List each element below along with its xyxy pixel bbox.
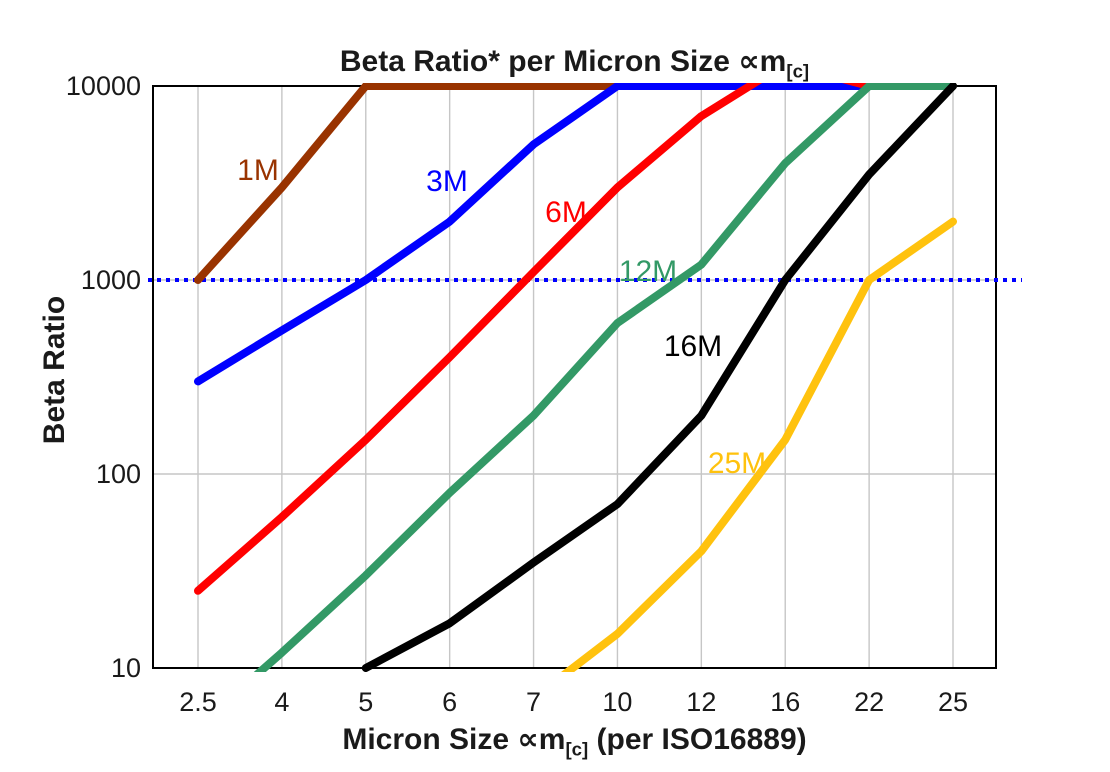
x-axis-title: Micron Size ∝m[c] (per ISO16889) [153,722,996,761]
x-tick-label-5: 5 [358,687,373,717]
x-tick-label-22: 22 [854,687,884,717]
series-line-1M [194,83,622,284]
x-tick-label-10: 10 [602,687,632,717]
x-tick-label-4: 4 [274,687,289,717]
x-axis-title-symbol: ∝m [517,723,566,756]
chart-title: Beta Ratio* per Micron Size ∝m[c] [153,44,996,83]
y-axis-title-text: Beta Ratio [38,295,71,445]
y-tick-label-10: 10 [111,653,141,683]
chart-title-main: Beta Ratio* per Micron Size [339,45,739,78]
series-label-6M: 6M [545,196,587,229]
x-tick-label-7: 7 [526,687,541,717]
x-axis-title-pre: Micron Size [342,723,518,756]
x-tick-label-12: 12 [686,687,716,717]
series-label-3M: 3M [426,165,468,198]
series-line-6M [194,83,957,595]
series-line-25M [561,217,957,672]
x-axis-title-subscript: [c] [565,738,589,760]
series-label-12M: 12M [619,255,677,288]
y-axis-title: Beta Ratio [38,245,72,495]
series-label-1M: 1M [237,154,279,187]
y-tick-label-10000: 10000 [66,71,141,101]
x-tick-label-16: 16 [770,687,800,717]
series-label-16M: 16M [664,330,722,363]
chart-title-symbol: ∝m [738,45,787,78]
series-line-16M [361,83,957,672]
series-line-12M [253,83,957,672]
x-axis-title-post: (per ISO16889) [588,723,807,756]
series-label-25M: 25M [708,447,766,480]
x-tick-label-25: 25 [938,687,968,717]
y-tick-label-100: 100 [96,459,141,489]
y-tick-label-1000: 1000 [81,265,141,295]
chart-title-subscript: [c] [786,60,810,82]
x-tick-label-2.5: 2.5 [179,687,217,717]
x-tick-label-6: 6 [442,687,457,717]
